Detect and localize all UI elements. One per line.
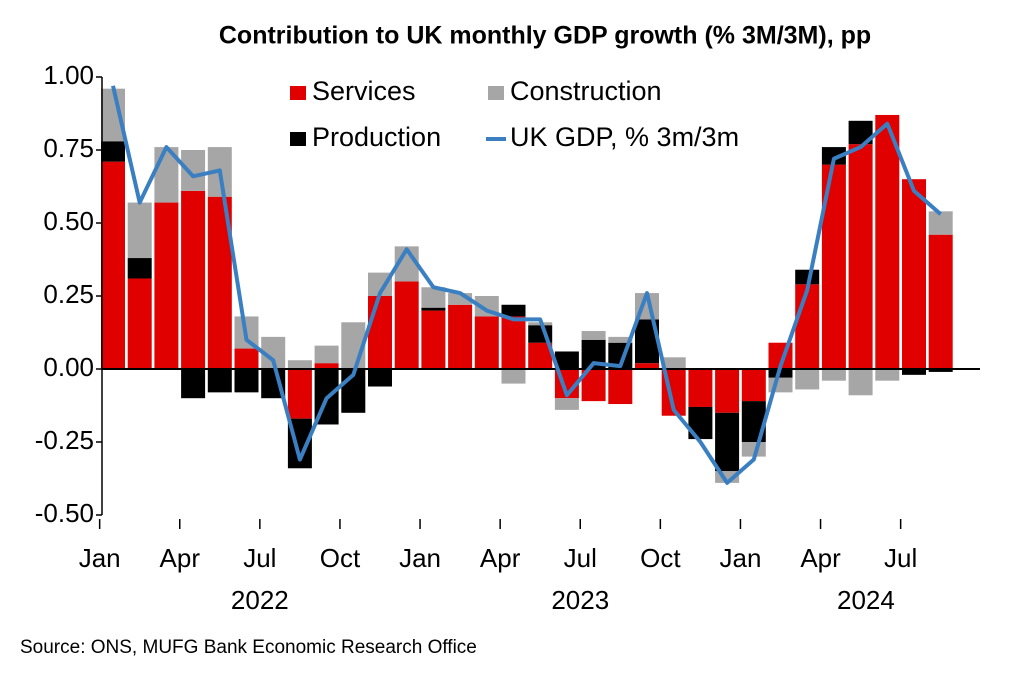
y-tick-label: 0.25 (43, 279, 94, 309)
bar-segment (421, 287, 446, 308)
bar-segment (688, 369, 713, 407)
bar-segment (661, 357, 686, 369)
bar-segment (181, 150, 206, 191)
bar-segment (421, 310, 446, 369)
bar-segment (581, 331, 606, 340)
bar-segment (314, 345, 339, 364)
bar-segment (287, 360, 312, 369)
bar-segment (234, 369, 259, 393)
bar-segment (875, 114, 900, 370)
bar-segment (474, 316, 499, 369)
x-tick-label: Jul (564, 543, 597, 573)
x-tick-label: Oct (640, 543, 681, 573)
bar-segment (101, 141, 125, 162)
bar-segment (875, 369, 900, 381)
bar-segment (715, 471, 740, 483)
bar-segment (928, 234, 953, 369)
bar-segment (181, 190, 206, 369)
y-tick-label: -0.50 (35, 498, 94, 528)
gdp-line (111, 85, 943, 485)
bar-segment (554, 351, 579, 369)
bar-segment (501, 369, 526, 384)
bar-segment (314, 363, 339, 369)
x-tick-label: Jan (399, 543, 441, 573)
y-tick-label: 0.50 (43, 206, 94, 236)
bar-segment (234, 348, 259, 369)
chart-title: Contribution to UK monthly GDP growth (%… (219, 22, 871, 50)
bar-segment (608, 336, 633, 343)
legend-label: UK GDP, % 3m/3m (510, 122, 739, 152)
bar-segment (715, 412, 740, 472)
bar-segment (848, 144, 873, 369)
source-note: Source: ONS, MUFG Bank Economic Research… (20, 637, 477, 658)
x-tick-label: Apr (480, 543, 521, 573)
x-tick-label: Oct (320, 543, 361, 573)
bar-segment (635, 363, 659, 369)
year-label: 2023 (551, 585, 609, 615)
bar-segment (741, 369, 766, 402)
bar-segment (795, 269, 820, 285)
bar-segment (928, 211, 953, 235)
bar-segment (448, 304, 473, 369)
year-label: 2024 (837, 585, 895, 615)
y-tick-label: 0.00 (43, 352, 94, 382)
bar-segment (928, 369, 953, 372)
bar-segment (181, 369, 206, 399)
bar-segment (821, 147, 846, 165)
x-tick-label: Apr (160, 543, 201, 573)
y-tick-label: 1.00 (43, 60, 94, 90)
legend-swatch (290, 132, 306, 146)
bar-segment (902, 179, 926, 369)
bar-segment (368, 272, 392, 296)
x-tick-label: Jul (884, 543, 917, 573)
x-tick-label: Jan (79, 543, 121, 573)
bar-segment (608, 369, 633, 405)
year-label: 2022 (231, 585, 289, 615)
bar-segment (368, 369, 392, 387)
bar-segment (501, 304, 526, 317)
x-tick-label: Apr (800, 543, 841, 573)
x-tick-label: Jan (719, 543, 761, 573)
bar-segment (127, 258, 152, 279)
bar-segment (821, 369, 846, 381)
legend-label: Construction (510, 76, 662, 106)
bar-segment (554, 398, 579, 410)
bar-segment (368, 296, 392, 369)
x-tick-label: Jul (243, 543, 276, 573)
bar-segment (421, 307, 446, 311)
bar-segment (394, 281, 419, 369)
bar-segment (715, 369, 740, 413)
bar-segment (101, 161, 125, 369)
legend-label: Production (312, 122, 441, 152)
bar-segment (795, 284, 820, 369)
y-tick-label: 0.75 (43, 133, 94, 163)
bar-segment (154, 202, 179, 369)
bar-segment (848, 369, 873, 396)
bar-segment (501, 316, 526, 369)
bar-segment (848, 120, 873, 145)
bar-segment (902, 369, 926, 375)
bar-segment (795, 369, 820, 390)
bar-segment (448, 293, 473, 305)
legend-swatch (488, 86, 504, 100)
y-tick-label: -0.25 (35, 425, 94, 455)
bar-segment (127, 278, 152, 369)
legend-swatch (290, 86, 306, 100)
legend-label: Services (312, 76, 416, 106)
bar-segment (127, 202, 152, 259)
bar-segment (287, 369, 312, 419)
bar-segment (768, 369, 793, 378)
bar-segment (207, 369, 232, 393)
